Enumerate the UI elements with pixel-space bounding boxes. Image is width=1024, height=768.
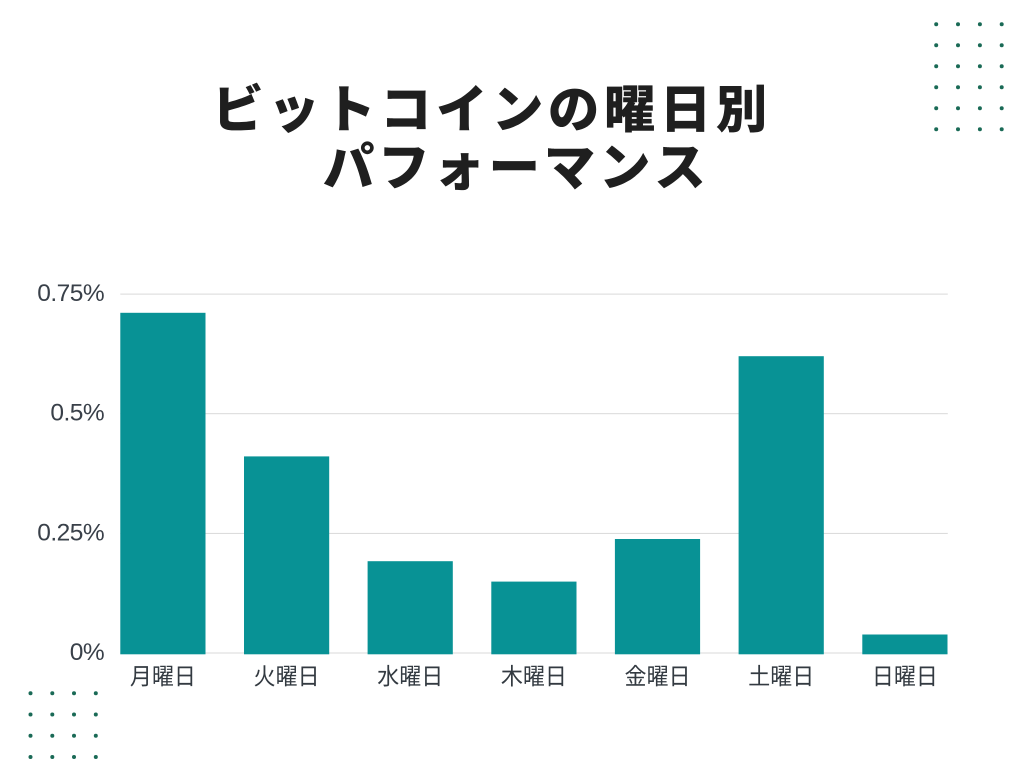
svg-text:0.5%: 0.5% [50,400,104,427]
svg-text:0.25%: 0.25% [37,519,104,546]
svg-text:0.75%: 0.75% [37,280,104,307]
svg-text:0%: 0% [70,639,104,666]
